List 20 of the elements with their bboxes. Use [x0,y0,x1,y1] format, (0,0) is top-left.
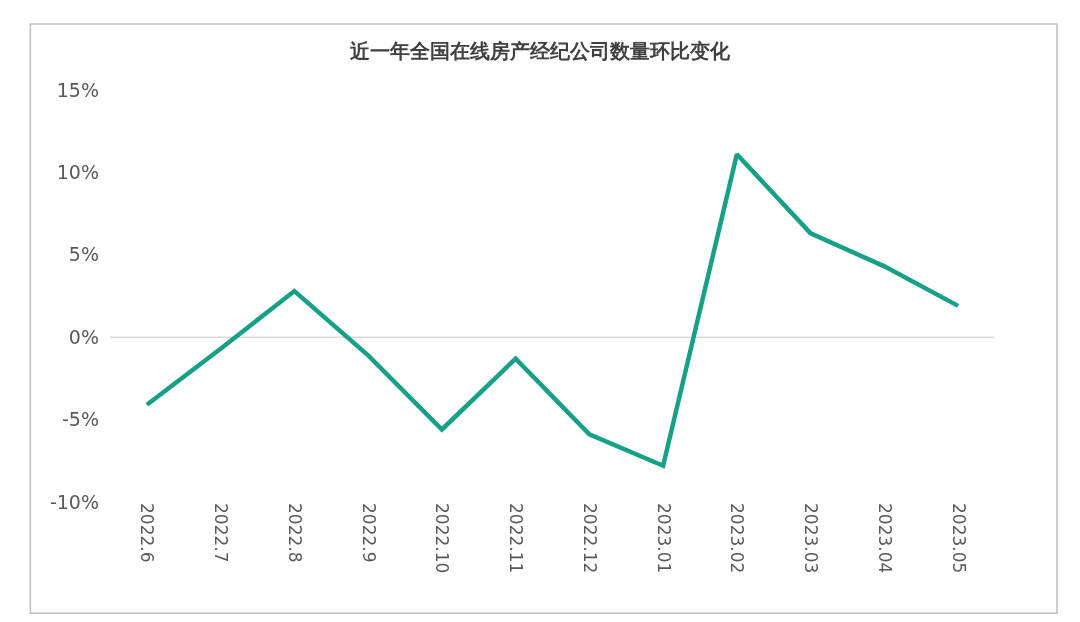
y-tick-label: -5% [62,408,99,431]
chart-title: 近一年全国在线房产经纪公司数量环比变化 [349,38,731,63]
x-tick-label: 2022.12 [579,503,600,574]
x-tick-label: 2023.03 [801,503,822,574]
y-tick-label: 5% [68,243,99,266]
y-tick-label: -10% [49,490,99,513]
line-series [144,152,961,468]
x-tick-label: 2022.6 [137,503,158,563]
y-tick-label: 15% [56,78,99,101]
y-tick-label: 0% [68,325,99,348]
x-tick-label: 2022.9 [358,503,379,563]
x-tick-label: 2023.05 [948,503,969,574]
x-tick-label: 2023.04 [874,503,895,574]
x-tick-label: 2022.8 [284,503,305,563]
x-tick-label: 2023.01 [653,503,674,574]
x-tick-label: 2022.11 [506,503,527,574]
x-tick-label: 2023.02 [727,503,748,574]
x-tick-label: 2022.10 [432,503,453,574]
x-tick-label: 2022.7 [211,503,232,563]
y-tick-label: 10% [56,161,99,184]
